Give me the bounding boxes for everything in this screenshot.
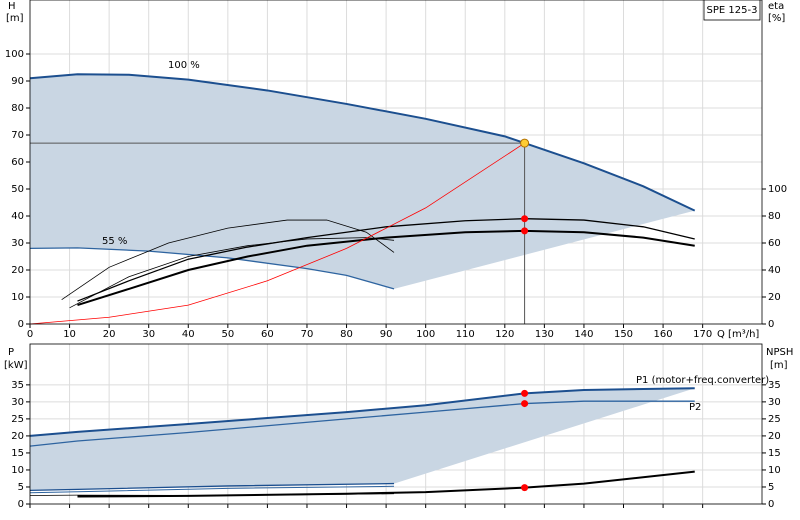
y-axis-title: P — [8, 347, 14, 358]
curve — [29, 247, 395, 290]
x-tick-label: 30 — [142, 329, 155, 340]
y2-axis-title: eta — [768, 1, 784, 12]
curve-label: P2 — [689, 402, 701, 413]
y-tick-label: 90 — [11, 76, 24, 87]
curve — [29, 482, 395, 492]
y-axis-unit: [kW] — [4, 360, 28, 371]
x-tick-label: 150 — [614, 329, 633, 340]
y2-axis-unit: [m] — [770, 360, 788, 371]
y2-tick-label: 35 — [768, 380, 781, 391]
curve — [29, 142, 525, 325]
y-tick-label: 0 — [18, 499, 24, 510]
marker — [521, 484, 529, 492]
curve — [29, 493, 395, 496]
x-tick-label: 100 — [416, 329, 435, 340]
y-tick-label: 70 — [11, 130, 24, 141]
y2-tick-label: 5 — [768, 482, 774, 493]
y2-axis-unit: [%] — [768, 13, 785, 24]
operating-range — [30, 74, 695, 289]
y-tick-label: 5 — [18, 482, 24, 493]
y2-tick-label: 25 — [768, 414, 781, 425]
y-tick-label: 30 — [11, 397, 24, 408]
y-axis-title: H — [8, 1, 16, 12]
curve — [29, 73, 696, 212]
y2-tick-label: 20 — [768, 431, 781, 442]
y2-tick-label: 10 — [768, 465, 781, 476]
y2-tick-label: 0 — [768, 499, 774, 510]
y2-tick-label: 0 — [768, 319, 774, 330]
marker — [521, 400, 529, 408]
y-tick-label: 40 — [11, 211, 24, 222]
plot-frame — [29, 343, 763, 505]
x-tick-label: 80 — [340, 329, 353, 340]
y2-axis-title: NPSH — [766, 347, 793, 358]
y2-tick-label: 60 — [768, 238, 781, 249]
y-tick-label: 30 — [11, 238, 24, 249]
y2-tick-label: 40 — [768, 265, 781, 276]
curve — [29, 387, 695, 437]
y-tick-label: 15 — [11, 448, 24, 459]
curve — [77, 470, 695, 498]
x-tick-label: 70 — [301, 329, 314, 340]
y-axis-unit: [m] — [6, 13, 24, 24]
y2-tick-label: 30 — [768, 397, 781, 408]
curve — [77, 218, 695, 302]
y-tick-label: 20 — [11, 431, 24, 442]
curve — [29, 400, 695, 447]
x-tick-label: 170 — [693, 329, 712, 340]
y2-tick-label: 15 — [768, 448, 781, 459]
y-tick-label: 100 — [5, 49, 24, 60]
y-tick-label: 50 — [11, 184, 24, 195]
y-tick-label: 80 — [11, 103, 24, 114]
x-tick-label: 160 — [654, 329, 673, 340]
operating-range — [30, 388, 695, 491]
y-tick-label: 10 — [11, 465, 24, 476]
x-tick-label: 140 — [574, 329, 593, 340]
x-tick-label: 20 — [103, 329, 116, 340]
marker — [521, 389, 529, 397]
curve-label: P1 (motor+freq.converter) — [636, 375, 769, 386]
x-tick-label: 10 — [63, 329, 76, 340]
curve — [61, 219, 395, 301]
curve — [69, 237, 395, 309]
y-tick-label: 20 — [11, 265, 24, 276]
chart-title: SPE 125-3 — [707, 5, 758, 16]
y2-tick-label: 20 — [768, 292, 781, 303]
curve-label: 100 % — [168, 60, 200, 71]
x-tick-label: 40 — [182, 329, 195, 340]
y-tick-label: 60 — [11, 157, 24, 168]
x-tick-label: 120 — [495, 329, 514, 340]
operating-point — [520, 138, 530, 148]
curve-label: 55 % — [102, 236, 127, 247]
y-tick-label: 35 — [11, 380, 24, 391]
y-tick-label: 0 — [18, 319, 24, 330]
y-tick-label: 10 — [11, 292, 24, 303]
curve — [29, 485, 395, 494]
y2-tick-label: 100 — [768, 184, 787, 195]
x-tick-label: 50 — [221, 329, 234, 340]
y2-tick-label: 80 — [768, 211, 781, 222]
x-tick-label: 0 — [27, 329, 33, 340]
marker — [521, 227, 529, 235]
marker — [521, 215, 529, 223]
x-tick-label: 60 — [261, 329, 274, 340]
plot-frame — [29, 0, 763, 325]
x-tick-label: 130 — [535, 329, 554, 340]
x-tick-label: 110 — [456, 329, 475, 340]
x-tick-label: 90 — [380, 329, 393, 340]
curve — [77, 229, 695, 307]
x-axis-title: Q [m³/h] — [717, 329, 759, 340]
title-box — [703, 0, 761, 21]
y-tick-label: 25 — [11, 414, 24, 425]
